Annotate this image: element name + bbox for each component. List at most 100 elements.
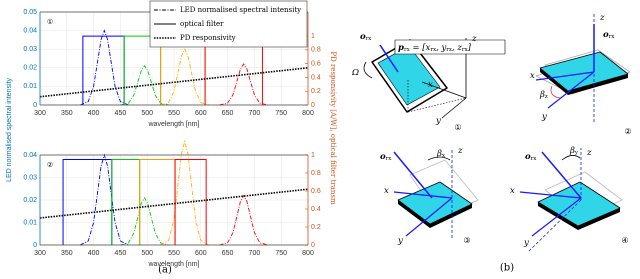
y-tick-label: 0.01 bbox=[23, 83, 37, 90]
series-line bbox=[120, 196, 169, 246]
label-text: x bbox=[384, 186, 389, 196]
panel-number: ② bbox=[624, 127, 631, 136]
diagram-label: prx = [xrx, yrx, zrx] bbox=[398, 43, 472, 53]
subscript: y bbox=[574, 150, 579, 156]
y-tick-label: 0.02 bbox=[23, 65, 37, 72]
label-text: x bbox=[428, 80, 433, 90]
diagram-label: x bbox=[530, 71, 535, 81]
y-axis-label: LED normalised spectral intensity bbox=[6, 78, 13, 182]
x-tick-label: 300 bbox=[34, 110, 46, 117]
diagram-label: y bbox=[541, 112, 547, 122]
x-tick-label: 300 bbox=[34, 250, 46, 257]
subscript: rx bbox=[366, 36, 373, 42]
series-line bbox=[139, 159, 176, 245]
label-text: x bbox=[510, 186, 515, 196]
x-tick-label: 800 bbox=[302, 250, 314, 257]
angle-arc bbox=[561, 155, 581, 161]
axis bbox=[547, 71, 595, 109]
y-tick-label: 0.04 bbox=[23, 27, 37, 34]
label-text: o bbox=[525, 152, 531, 162]
subscript: rx bbox=[462, 47, 469, 53]
diagram-label: x bbox=[428, 80, 433, 90]
position-box bbox=[394, 39, 506, 55]
axis bbox=[405, 197, 453, 237]
diagram-label: orx bbox=[603, 30, 615, 40]
diagram-label: y bbox=[397, 236, 403, 246]
y-tick-label: 0.04 bbox=[23, 152, 37, 159]
label-text: o bbox=[603, 30, 609, 40]
y-tick-label: 0 bbox=[33, 102, 37, 109]
orientation-arrow bbox=[393, 151, 433, 199]
diagram-label: z bbox=[586, 148, 592, 158]
x-axis-label: wavelength [nm] bbox=[148, 261, 200, 268]
slab bbox=[537, 181, 621, 227]
diagram-label: orx bbox=[360, 32, 372, 42]
series-line bbox=[111, 159, 141, 245]
slab-edge bbox=[398, 200, 472, 228]
caption: (a) bbox=[158, 265, 172, 276]
subscript: rx bbox=[609, 34, 616, 40]
orientation-arrow bbox=[541, 151, 582, 199]
axis bbox=[531, 197, 582, 237]
y2-tick-label: 0 bbox=[311, 102, 315, 109]
legend-label: optical filter bbox=[180, 20, 224, 28]
series-line bbox=[160, 139, 210, 246]
x-tick-label: 650 bbox=[222, 250, 234, 257]
diagram-label: z bbox=[599, 13, 605, 23]
label-text: o bbox=[380, 152, 386, 162]
label-text: Ω bbox=[351, 68, 359, 78]
axis bbox=[421, 81, 467, 99]
axis bbox=[535, 71, 595, 81]
x-axis-label: wavelength [nm] bbox=[148, 121, 200, 128]
slab-edge bbox=[540, 68, 628, 95]
x-tick-label: 800 bbox=[302, 110, 314, 117]
x-tick-label: 400 bbox=[88, 250, 100, 257]
subscript: z bbox=[545, 94, 548, 100]
axis bbox=[527, 199, 582, 253]
y2-tick-label: 1 bbox=[311, 152, 315, 159]
label-text: β bbox=[539, 90, 545, 100]
x-tick-label: 650 bbox=[222, 110, 234, 117]
diagram-label: x bbox=[384, 186, 389, 196]
label-text: ] bbox=[467, 43, 472, 53]
y-tick-label: 0.01 bbox=[23, 219, 37, 226]
series-line bbox=[120, 65, 169, 106]
x-tick-label: 550 bbox=[168, 110, 180, 117]
axis bbox=[519, 191, 582, 199]
x-tick-label: 500 bbox=[141, 250, 153, 257]
slab bbox=[397, 181, 473, 225]
panel-label: ① bbox=[47, 18, 53, 26]
legend-label: PD responsivity bbox=[180, 34, 236, 42]
series-line bbox=[219, 63, 268, 106]
subscript: rx bbox=[386, 156, 393, 162]
label-text: y bbox=[435, 116, 441, 126]
diagram-label: orx bbox=[380, 152, 392, 162]
y2-tick-label: 0.6 bbox=[311, 61, 321, 68]
y2-tick-label: 0.8 bbox=[311, 170, 321, 177]
omega-arc bbox=[363, 61, 373, 79]
x-tick-label: 700 bbox=[249, 110, 261, 117]
label-text: y bbox=[523, 238, 529, 248]
label-text: z bbox=[586, 148, 592, 158]
diagram-label: βy bbox=[569, 146, 579, 156]
diagram-label: βx bbox=[436, 149, 446, 159]
label-text: z bbox=[599, 13, 605, 23]
label-text: y bbox=[397, 236, 403, 246]
y2-tick-label: 0.8 bbox=[311, 47, 321, 54]
subscript: rx bbox=[430, 47, 437, 53]
x-tick-label: 600 bbox=[195, 110, 207, 117]
orientation-arrow bbox=[379, 44, 399, 73]
y2-tick-label: 0.4 bbox=[311, 74, 321, 81]
subscript: rx bbox=[531, 156, 538, 162]
label-text: y bbox=[541, 112, 547, 122]
y2-tick-label: 1 bbox=[311, 33, 315, 40]
x-tick-label: 550 bbox=[168, 250, 180, 257]
panel-number: ④ bbox=[621, 236, 628, 245]
diagram-label: βz bbox=[539, 90, 548, 100]
y2-tick-label: 0.2 bbox=[311, 88, 321, 95]
angle-arc bbox=[550, 85, 561, 99]
label-text: o bbox=[360, 32, 366, 42]
y-tick-label: 0.03 bbox=[23, 174, 37, 181]
diagram-label: y bbox=[523, 238, 529, 248]
